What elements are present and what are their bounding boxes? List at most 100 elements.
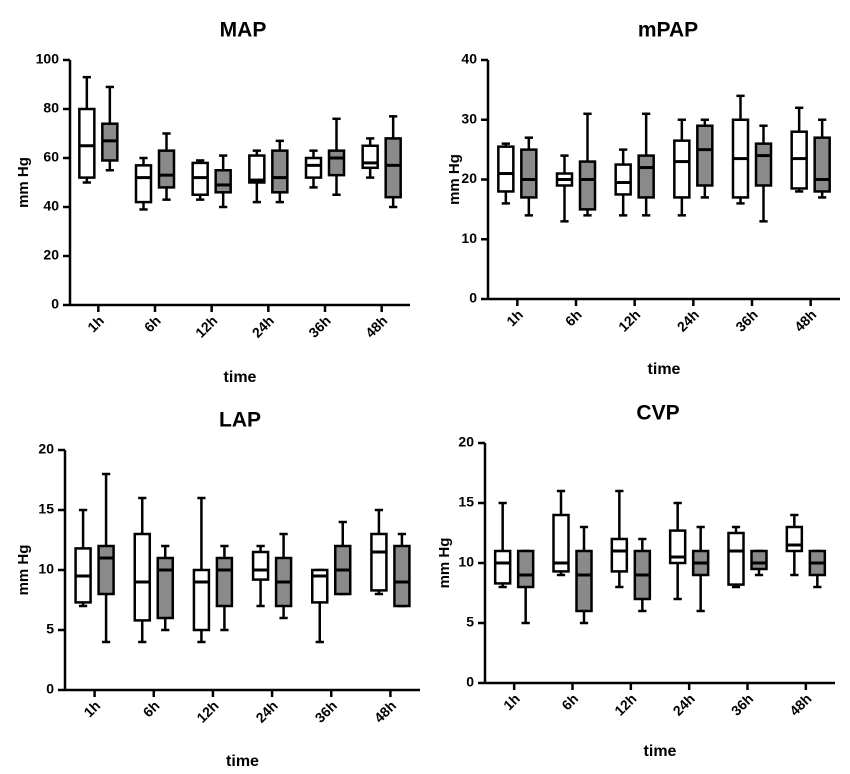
panel-cvp-48h-gray-box	[808, 549, 827, 589]
panel-map-ytick-label-0: 0	[51, 296, 59, 312]
panel-lap-ytick-label-0: 0	[46, 681, 54, 697]
panel-map-1h-gray-box	[101, 85, 119, 172]
panel-map-ytick-label-20: 20	[43, 247, 59, 263]
panel-mpap-6h-gray-box-iqr	[578, 160, 597, 211]
panel-cvp-36h-gray-box-iqr	[750, 549, 768, 571]
panel-lap-xtick-label-1h: 1h	[80, 697, 103, 720]
panel-mpap: mPAP mm Hg time 0 10 20 30 40 1h 6h 12h 24h 36h 48h	[446, 19, 840, 378]
panel-cvp-6h-white-box-iqr	[552, 513, 570, 573]
panel-cvp-xtick-label-36h: 36h	[728, 690, 756, 718]
panel-map-12h-white-box	[191, 159, 209, 201]
panel-mpap-48h-gray-box	[813, 118, 831, 199]
panel-mpap-1h-gray-box	[520, 136, 538, 217]
panel-map-12h-gray-box	[214, 154, 232, 209]
panel-cvp-12h-gray-box	[633, 537, 652, 613]
panel-map-48h-gray-box	[384, 115, 402, 209]
panel-map-xtick-label-12h: 12h	[192, 312, 220, 340]
panel-map-6h-gray-box	[157, 132, 176, 201]
panel-cvp-24h-white-box-iqr	[668, 529, 687, 565]
panel-cvp-6h-gray-box	[575, 525, 593, 625]
panel-mpap-ytick-label-0: 0	[469, 290, 477, 306]
panel-lap-36h-white-box-iqr	[311, 568, 329, 604]
panel-lap-xtick-label-36h: 36h	[312, 697, 340, 725]
panel-cvp-6h-gray-box-iqr	[575, 549, 593, 613]
panel-lap: LAP mm Hg time 0 5 10 15 20 1h 6h 12h 24h 36h 48h	[15, 409, 420, 770]
panel-lap-36h-white-box	[311, 568, 329, 644]
panel-lap-48h-gray-box	[393, 532, 411, 608]
panel-map-48h-white-box-iqr	[361, 144, 379, 170]
panel-cvp-xtick-label-12h: 12h	[611, 690, 639, 718]
panel-cvp-36h-white-box	[727, 525, 745, 589]
panel-mpap-ytick-label-10: 10	[461, 230, 477, 246]
panel-lap-xtick-label-12h: 12h	[193, 697, 221, 725]
panel-mpap-12h-gray-box	[637, 112, 655, 217]
panel-map-1h-white-box	[78, 75, 96, 184]
panel-map-36h-gray-box	[327, 117, 346, 196]
panel-cvp-ytick-label-15: 15	[458, 494, 474, 510]
panel-map-xtick-label-24h: 24h	[249, 312, 277, 340]
panel-mpap-24h-gray-box	[696, 118, 714, 199]
panel-mpap-48h-white-box	[790, 106, 808, 193]
panel-mpap-ylabel: mm Hg	[446, 154, 463, 205]
panel-lap-6h-gray-box	[156, 544, 174, 632]
panel-cvp: CVP mm Hg time 0 5 10 15 20 1h 6h 12h 24h 36h 48h	[436, 402, 835, 760]
panel-mpap-1h-gray-box-iqr	[520, 148, 538, 199]
panel-map-1h-white-box-iqr	[78, 107, 96, 179]
panel-lap-48h-white-box-iqr	[370, 532, 388, 592]
panel-mpap-1h-white-box-iqr	[497, 145, 515, 193]
panel-cvp-xtick-label-1h: 1h	[500, 690, 523, 713]
panel-map-ylabel: mm Hg	[15, 157, 32, 208]
panel-mpap-6h-white-box	[555, 154, 574, 223]
panel-lap-48h-gray-box-iqr	[393, 544, 411, 608]
panel-mpap-xtick-label-48h: 48h	[791, 306, 819, 334]
panel-map-24h-gray-box-iqr	[271, 149, 289, 194]
panel-cvp-12h-white-box-iqr	[610, 537, 629, 573]
panel-lap-1h-gray-box-iqr	[97, 544, 115, 596]
panel-cvp-title: CVP	[636, 402, 679, 425]
panel-cvp-xtick-label-6h: 6h	[558, 690, 581, 713]
panel-mpap-xtick-label-1h: 1h	[503, 306, 526, 329]
panel-cvp-24h-gray-box	[691, 525, 710, 613]
panel-map-12h-gray-box-iqr	[214, 169, 232, 194]
panel-cvp-36h-gray-box	[750, 549, 768, 577]
panel-map-xlabel: time	[224, 369, 257, 386]
panel-cvp-ytick-label-5: 5	[466, 614, 474, 630]
panel-mpap-12h-white-box-iqr	[614, 163, 632, 196]
panel-map-ytick-label-80: 80	[43, 100, 59, 116]
panel-cvp-ytick-label-0: 0	[466, 674, 474, 690]
panel-map-36h-gray-box-iqr	[327, 149, 346, 177]
panel-map-6h-white-box-iqr	[134, 164, 153, 204]
panel-map-xtick-label-6h: 6h	[141, 312, 164, 335]
panel-cvp-ytick-label-10: 10	[458, 554, 474, 570]
panel-map-xtick-label-36h: 36h	[305, 312, 333, 340]
panel-lap-title: LAP	[219, 409, 261, 432]
panel-map-36h-white-box	[304, 149, 323, 189]
panel-map-xtick-label-48h: 48h	[362, 312, 390, 340]
panel-lap-ytick-label-5: 5	[46, 621, 54, 637]
panel-lap-xlabel: time	[226, 753, 259, 770]
panel-map-24h-white-box	[248, 149, 266, 204]
panel-cvp-xlabel: time	[644, 743, 677, 760]
panel-cvp-1h-white-box	[493, 501, 512, 589]
panel-mpap-ytick-label-40: 40	[461, 51, 477, 67]
panel-map-48h-gray-box-iqr	[384, 137, 402, 199]
panel-map-ytick-label-100: 100	[36, 51, 60, 67]
panel-lap-6h-white-box	[133, 496, 151, 644]
panel-cvp-12h-white-box	[610, 489, 629, 589]
panel-cvp-xtick-label-48h: 48h	[786, 690, 814, 718]
panel-mpap-xtick-label-36h: 36h	[732, 306, 760, 334]
panel-lap-12h-gray-box-iqr	[215, 556, 234, 608]
panel-lap-6h-white-box-iqr	[133, 532, 151, 622]
panel-lap-ylabel: mm Hg	[15, 545, 32, 596]
panel-mpap-24h-gray-box-iqr	[696, 124, 714, 187]
panel-cvp-ytick-label-20: 20	[458, 434, 474, 450]
panel-map-24h-white-box-iqr	[248, 154, 266, 184]
panel-map-6h-white-box	[134, 156, 153, 211]
panel-lap-6h-gray-box-iqr	[156, 556, 174, 620]
panel-mpap-36h-gray-box	[754, 124, 773, 223]
panel-cvp-36h-white-box-iqr	[727, 531, 745, 586]
panel-lap-48h-white-box	[370, 508, 388, 596]
panel-mpap-ytick-label-20: 20	[461, 170, 477, 186]
panel-lap-12h-gray-box	[215, 544, 234, 632]
panel-lap-xtick-label-6h: 6h	[140, 697, 163, 720]
